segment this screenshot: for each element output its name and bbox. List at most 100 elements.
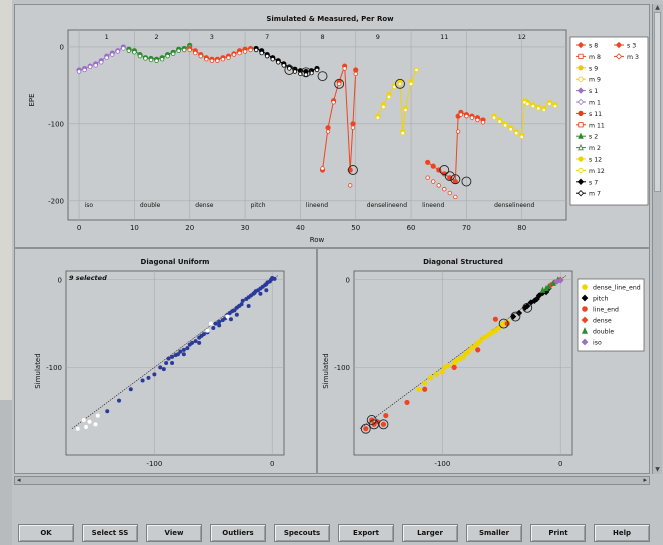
scroll-up-icon[interactable]: ▲ [655, 4, 660, 11]
data-point-measured [453, 194, 458, 200]
legend-box [569, 36, 649, 206]
data-point-measured [552, 103, 558, 109]
x-tick-label: 70 [462, 224, 471, 232]
legend-marker [577, 190, 585, 197]
data-point [451, 364, 457, 370]
legend-label: pitch [593, 296, 608, 303]
smaller-button[interactable]: Smaller [466, 524, 522, 542]
data-point-measured [547, 101, 552, 107]
export-button[interactable]: Export [338, 524, 394, 542]
legend-label: dense [593, 318, 612, 325]
legend-label: m 2 [589, 145, 601, 152]
data-point-measured [76, 69, 82, 74]
legend-marker [578, 122, 584, 128]
x-tick-label: 10 [130, 224, 139, 232]
data-point [140, 378, 145, 383]
data-point [228, 317, 233, 322]
data-point [533, 295, 540, 303]
data-point-measured [126, 48, 132, 53]
data-point [239, 302, 244, 307]
data-point-measured [525, 101, 530, 107]
x-tick-label: 0 [270, 460, 274, 468]
data-point [197, 340, 202, 345]
legend-marker [578, 65, 584, 71]
outliers-button[interactable]: Outliers [210, 524, 266, 542]
data-point-simulated [430, 163, 436, 169]
help-button[interactable]: Help [594, 524, 650, 542]
scroll-right-icon[interactable]: ▸ [643, 476, 647, 484]
data-point [193, 339, 198, 344]
data-point [469, 345, 475, 351]
data-point [557, 277, 564, 284]
data-point-measured [331, 100, 336, 105]
data-point [128, 387, 133, 392]
data-point [217, 319, 222, 324]
data-point-measured [253, 47, 259, 53]
data-point [117, 398, 122, 403]
legend-box [577, 278, 645, 352]
group-bottom-label: lineend [306, 202, 328, 209]
legend-marker [581, 338, 589, 346]
specouts-button[interactable]: Specouts [274, 524, 330, 542]
series-line-simulated [322, 65, 357, 171]
scroll-left-icon[interactable]: ◂ [17, 476, 21, 484]
data-point-measured [325, 129, 331, 134]
data-point-measured [215, 58, 220, 63]
data-point [475, 347, 481, 353]
legend-label: m 8 [589, 54, 601, 61]
data-point [190, 340, 195, 345]
chart-title: Simulated & Measured, Per Row [266, 15, 394, 23]
data-point-measured [414, 67, 419, 73]
data-point-measured [348, 183, 353, 188]
select-ss-button[interactable]: Select SS [82, 524, 138, 542]
data-point-measured [314, 67, 320, 73]
larger-button[interactable]: Larger [402, 524, 458, 542]
scatter-plot-area [65, 270, 285, 456]
data-point [433, 371, 440, 377]
data-point-measured [397, 81, 403, 87]
data-point-measured [431, 179, 436, 184]
vertical-scrollbar[interactable]: ▲ ▼ [652, 4, 662, 474]
data-point [146, 375, 151, 380]
scroll-down-icon[interactable]: ▼ [655, 466, 660, 473]
data-point-measured [82, 67, 87, 73]
ok-button[interactable]: OK [18, 524, 74, 542]
highlight-ring [444, 171, 455, 182]
data-point [178, 349, 183, 354]
data-point [363, 426, 369, 432]
legend-label: m 12 [589, 168, 605, 175]
pane-divider-horizontal[interactable] [14, 247, 650, 249]
data-point-measured [170, 51, 176, 57]
data-point-selected [205, 328, 210, 333]
data-point [181, 347, 186, 352]
pane-divider-vertical[interactable] [316, 249, 318, 474]
data-point-measured [400, 130, 405, 136]
legend-label: s 3 [627, 43, 636, 50]
data-point [380, 421, 387, 427]
legend-marker [578, 132, 584, 139]
data-point [272, 276, 277, 281]
x-tick-label: 80 [517, 224, 526, 232]
horizontal-scrollbar[interactable]: ◂ ▸ [14, 476, 650, 485]
y-tick-label: -100 [46, 364, 62, 372]
data-point-measured [381, 104, 386, 110]
legend-marker [577, 87, 585, 94]
data-point-measured [259, 50, 264, 56]
view-button[interactable]: View [146, 524, 202, 542]
data-point [164, 361, 169, 365]
data-point [240, 298, 245, 303]
print-button[interactable]: Print [530, 524, 586, 542]
data-point-measured [159, 57, 165, 62]
data-point-measured [187, 47, 192, 53]
legend-label: m 3 [627, 54, 639, 61]
data-point [545, 283, 552, 290]
legend-marker [578, 156, 584, 162]
data-point-measured [276, 60, 281, 65]
data-point-measured [408, 81, 414, 87]
legend-label: m 11 [589, 122, 605, 129]
data-point-measured [497, 119, 502, 124]
data-point-measured [475, 117, 480, 123]
data-point-measured [491, 115, 497, 120]
scroll-thumb[interactable] [654, 12, 661, 192]
legend-label: s 2 [589, 134, 598, 141]
